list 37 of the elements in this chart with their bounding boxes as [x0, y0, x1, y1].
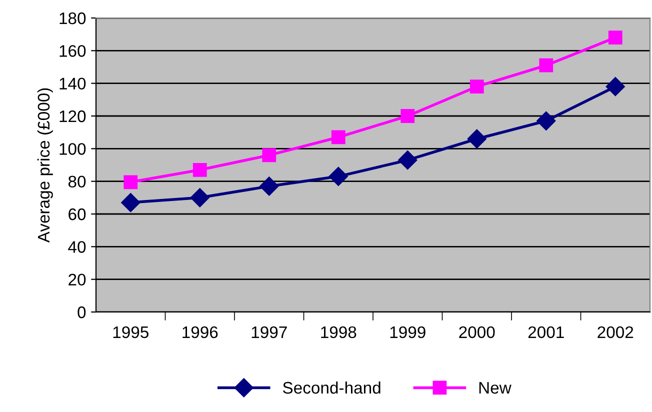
- point: [192, 162, 207, 177]
- point: [400, 109, 415, 123]
- y-tick-label: 160: [60, 45, 86, 57]
- point: [190, 188, 210, 208]
- x-tick-label: 1999: [390, 326, 426, 338]
- y-tick-label: 80: [68, 176, 86, 188]
- x-tick-label: 1995: [113, 326, 148, 338]
- y-tick-label: 100: [60, 143, 86, 155]
- point: [331, 130, 346, 144]
- point: [262, 148, 276, 162]
- y-tick-label: 120: [60, 110, 86, 122]
- x-tick-label: 1998: [321, 326, 356, 338]
- y-tick-label: 140: [60, 78, 86, 90]
- point: [467, 129, 486, 148]
- point: [124, 175, 138, 190]
- point: [608, 30, 622, 45]
- x-tick-label: 1996: [182, 326, 218, 338]
- point: [260, 176, 279, 196]
- point: [328, 166, 348, 186]
- x-tick-label: 1997: [252, 326, 287, 338]
- point: [470, 80, 484, 94]
- point: [606, 77, 625, 96]
- point: [536, 111, 556, 130]
- y-tick-label: 180: [60, 12, 86, 24]
- point: [121, 193, 140, 212]
- y-tick-label: 40: [68, 241, 86, 253]
- x-tick-label: 2002: [598, 326, 634, 338]
- y-tick-label: 60: [68, 208, 86, 220]
- y-tick-label: 20: [68, 274, 86, 286]
- point: [398, 150, 418, 170]
- legend-label: New: [479, 382, 512, 394]
- legend-label: Second-hand: [282, 381, 380, 394]
- y-tick-label: 0: [78, 306, 86, 318]
- point: [539, 58, 554, 72]
- x-tick-label: 2001: [528, 326, 564, 338]
- y-axis-title: Average price (£000): [37, 88, 53, 243]
- x-tick-label: 2000: [459, 326, 495, 338]
